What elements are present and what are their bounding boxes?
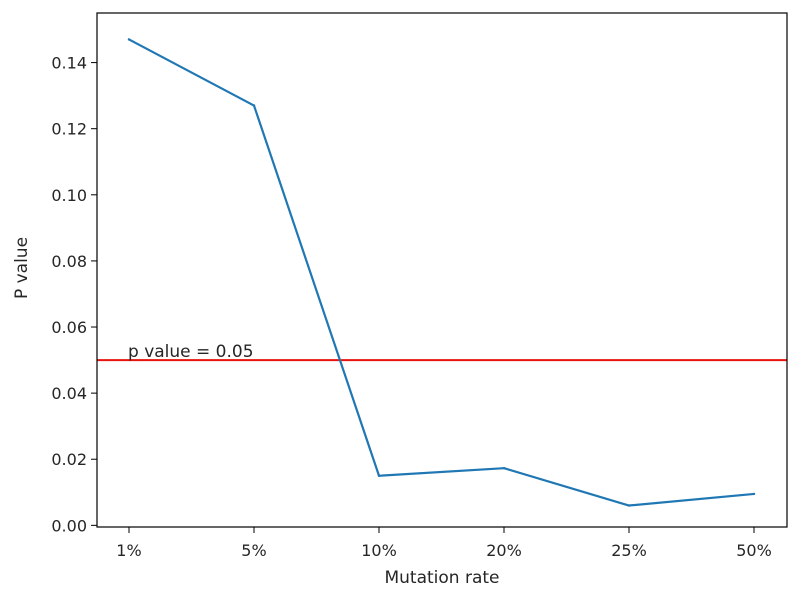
data-point [627, 504, 631, 507]
x-tick-label: 5% [241, 541, 266, 560]
y-axis-label: P value [12, 237, 32, 299]
data-point [377, 474, 381, 477]
series-segment [377, 467, 506, 477]
x-tick-label: 50% [736, 541, 772, 560]
y-tick-label: 0.12 [51, 120, 87, 139]
y-axis-ticks: 0.00 0.02 0.04 0.06 0.08 0.10 0.12 0.14 [51, 54, 97, 535]
data-point [127, 38, 131, 41]
y-tick-label: 0.00 [51, 516, 87, 535]
y-tick-label: 0.04 [51, 384, 87, 403]
y-tick-label: 0.10 [51, 186, 87, 205]
x-tick-label: 25% [611, 541, 647, 560]
x-tick-label: 20% [486, 541, 522, 560]
y-tick-label: 0.08 [51, 252, 87, 271]
data-point [252, 104, 256, 107]
data-point [502, 466, 506, 470]
data-point [752, 492, 756, 496]
y-tick-label: 0.06 [51, 318, 87, 337]
y-tick-label: 0.14 [51, 54, 87, 73]
plot-area: p value = 0.05 [96, 12, 788, 528]
x-tick-label: 1% [116, 541, 141, 560]
x-axis-ticks: 1% 5% 10% 20% 25% 50% [116, 527, 772, 560]
series-segment [627, 492, 756, 507]
x-axis-label: Mutation rate [384, 568, 499, 588]
y-tick-label: 0.02 [51, 450, 87, 469]
series-segment [127, 38, 256, 107]
series-segment [252, 104, 381, 477]
x-tick-label: 10% [361, 541, 397, 560]
reference-line-label: p value = 0.05 [128, 342, 254, 362]
axes-frame [96, 12, 788, 528]
series-segment [502, 467, 631, 507]
